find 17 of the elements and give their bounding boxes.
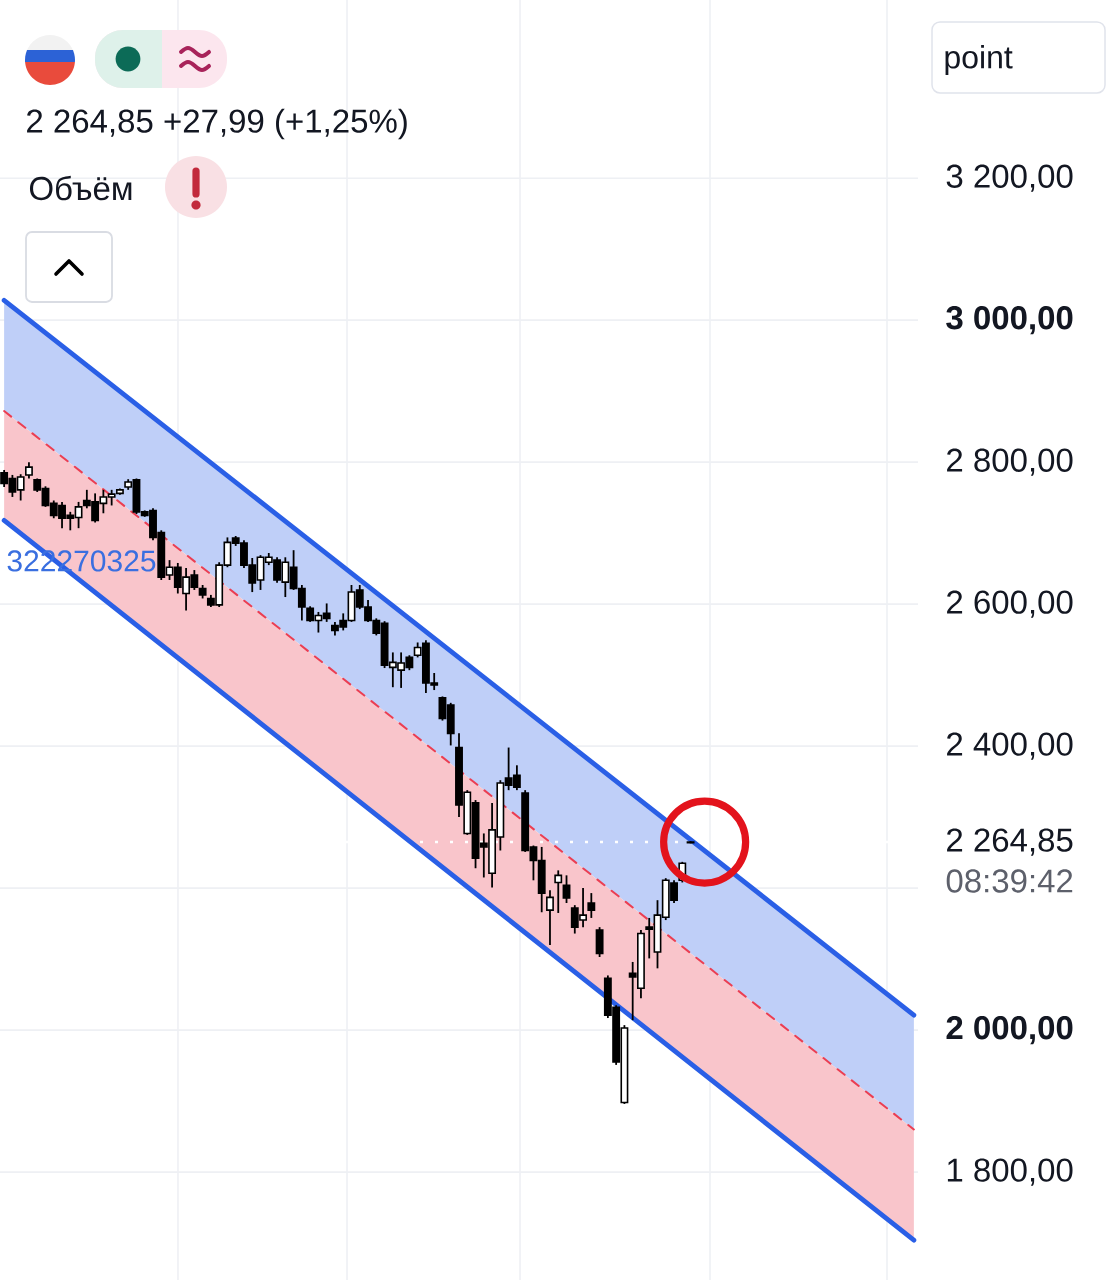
- candlestick: [595, 926, 604, 958]
- y-tick-label: 2 400,00: [947, 732, 1073, 760]
- y-tick-label: 3 000,00: [946, 306, 1073, 335]
- ref-line-label: 2 264,85: [947, 828, 1073, 856]
- y-tick-label: 2 000,00: [946, 1016, 1073, 1045]
- text: point: [945, 45, 1013, 75]
- text: 08:39:42: [946, 869, 1073, 893]
- y-tick-label: 2 600,00: [947, 590, 1073, 618]
- text: 2 264,85 +27,99 (+1,25%): [27, 108, 407, 140]
- candlestick: [587, 892, 596, 919]
- candlestick: [562, 874, 571, 904]
- candlestick: [554, 869, 563, 914]
- y-tick-label: 3 200,00: [946, 164, 1073, 192]
- candlestick: [546, 889, 554, 946]
- y-tick-label: 2 800,00: [947, 448, 1073, 476]
- y-tick-label: 1 800,00: [947, 1158, 1073, 1186]
- annotation: Объём: [29, 175, 132, 201]
